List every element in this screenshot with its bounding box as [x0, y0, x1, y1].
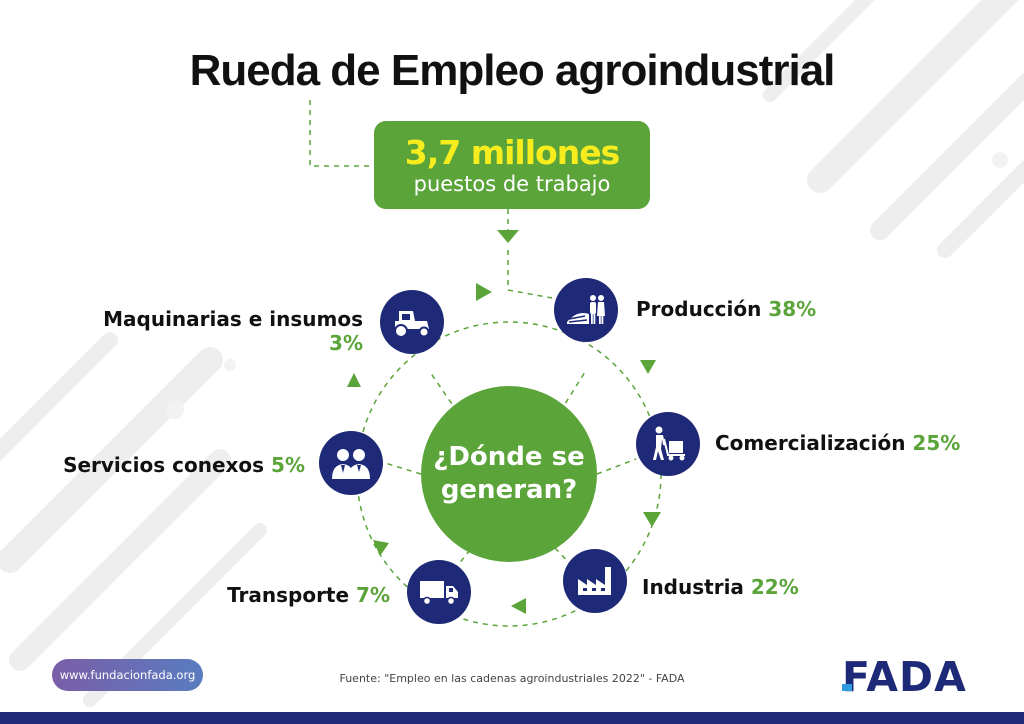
- fada-logo: FADA: [842, 655, 967, 695]
- source-note: Fuente: "Empleo en las cadenas agroindus…: [339, 672, 685, 685]
- center-question: ¿Dónde se generan?: [429, 441, 589, 507]
- sector-label-industria: Industria 22%: [642, 575, 799, 599]
- total-jobs-value: 3,7 millones: [404, 133, 620, 172]
- sector-name: Producción: [636, 297, 762, 321]
- sector-label-transporte: Transporte 7%: [227, 583, 390, 607]
- center-question-line1: ¿Dónde se: [433, 442, 585, 472]
- sector-name: Industria: [642, 575, 744, 599]
- sector-percent: 7%: [356, 583, 390, 607]
- sector-name: Maquinarias e insumos: [103, 307, 363, 331]
- total-jobs-unit: puestos de trabajo: [413, 172, 611, 196]
- sector-percent: 38%: [768, 297, 817, 321]
- tractor-icon: [380, 290, 444, 354]
- sector-label-servicios: Servicios conexos 5%: [63, 453, 305, 477]
- truck-icon: [407, 560, 471, 624]
- sector-name: Servicios conexos: [63, 453, 265, 477]
- sector-percent: 5%: [271, 453, 305, 477]
- farmers-field-icon: [554, 278, 618, 342]
- total-jobs-box: 3,7 millones puestos de trabajo: [374, 121, 650, 209]
- logo-text: FADA: [842, 655, 967, 695]
- business-people-icon: [319, 431, 383, 495]
- sector-percent: 22%: [750, 575, 799, 599]
- website-link[interactable]: www.fundacionfada.org: [52, 659, 203, 691]
- sector-label-produccion: Producción 38%: [636, 297, 816, 321]
- bottom-bar: [0, 712, 1024, 724]
- center-question-line2: generan?: [440, 475, 578, 505]
- sector-percent: 25%: [912, 431, 961, 455]
- ring-arrow-heads: [347, 230, 661, 614]
- sector-percent: 3%: [329, 331, 363, 355]
- factory-icon: [563, 549, 627, 613]
- page-title: Rueda de Empleo agroindustrial: [189, 46, 836, 95]
- sector-name: Comercialización: [715, 431, 906, 455]
- sector-label-maquinarias: Maquinarias e insumos 3%: [103, 307, 363, 355]
- center-circle: ¿Dónde se generan?: [421, 386, 597, 562]
- worker-handcart-icon: [636, 412, 700, 476]
- sector-name: Transporte: [227, 583, 350, 607]
- sector-label-comercializacion: Comercialización 25%: [715, 431, 960, 455]
